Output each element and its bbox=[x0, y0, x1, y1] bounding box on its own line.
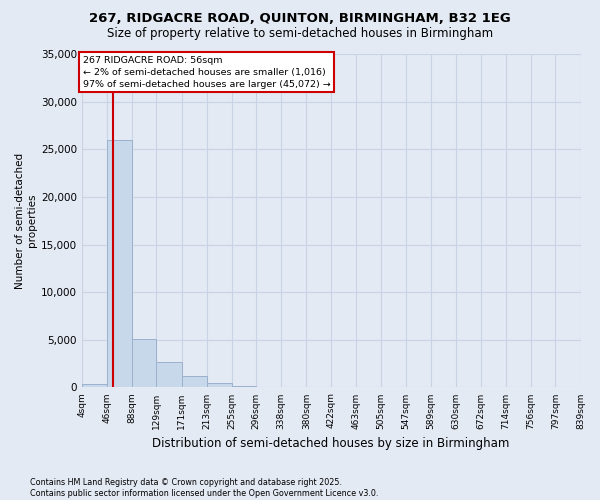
Bar bbox=[132, 339, 157, 388]
X-axis label: Distribution of semi-detached houses by size in Birmingham: Distribution of semi-detached houses by … bbox=[152, 437, 510, 450]
Bar bbox=[182, 376, 206, 388]
Bar bbox=[232, 386, 256, 388]
Text: 267 RIDGACRE ROAD: 56sqm
← 2% of semi-detached houses are smaller (1,016)
97% of: 267 RIDGACRE ROAD: 56sqm ← 2% of semi-de… bbox=[83, 56, 331, 88]
Bar bbox=[206, 383, 232, 388]
Text: Size of property relative to semi-detached houses in Birmingham: Size of property relative to semi-detach… bbox=[107, 28, 493, 40]
Bar bbox=[107, 140, 132, 388]
Bar bbox=[256, 386, 281, 388]
Bar bbox=[82, 384, 107, 388]
Y-axis label: Number of semi-detached
properties: Number of semi-detached properties bbox=[15, 152, 37, 289]
Text: 267, RIDGACRE ROAD, QUINTON, BIRMINGHAM, B32 1EG: 267, RIDGACRE ROAD, QUINTON, BIRMINGHAM,… bbox=[89, 12, 511, 26]
Text: Contains HM Land Registry data © Crown copyright and database right 2025.
Contai: Contains HM Land Registry data © Crown c… bbox=[30, 478, 379, 498]
Bar bbox=[157, 362, 182, 388]
